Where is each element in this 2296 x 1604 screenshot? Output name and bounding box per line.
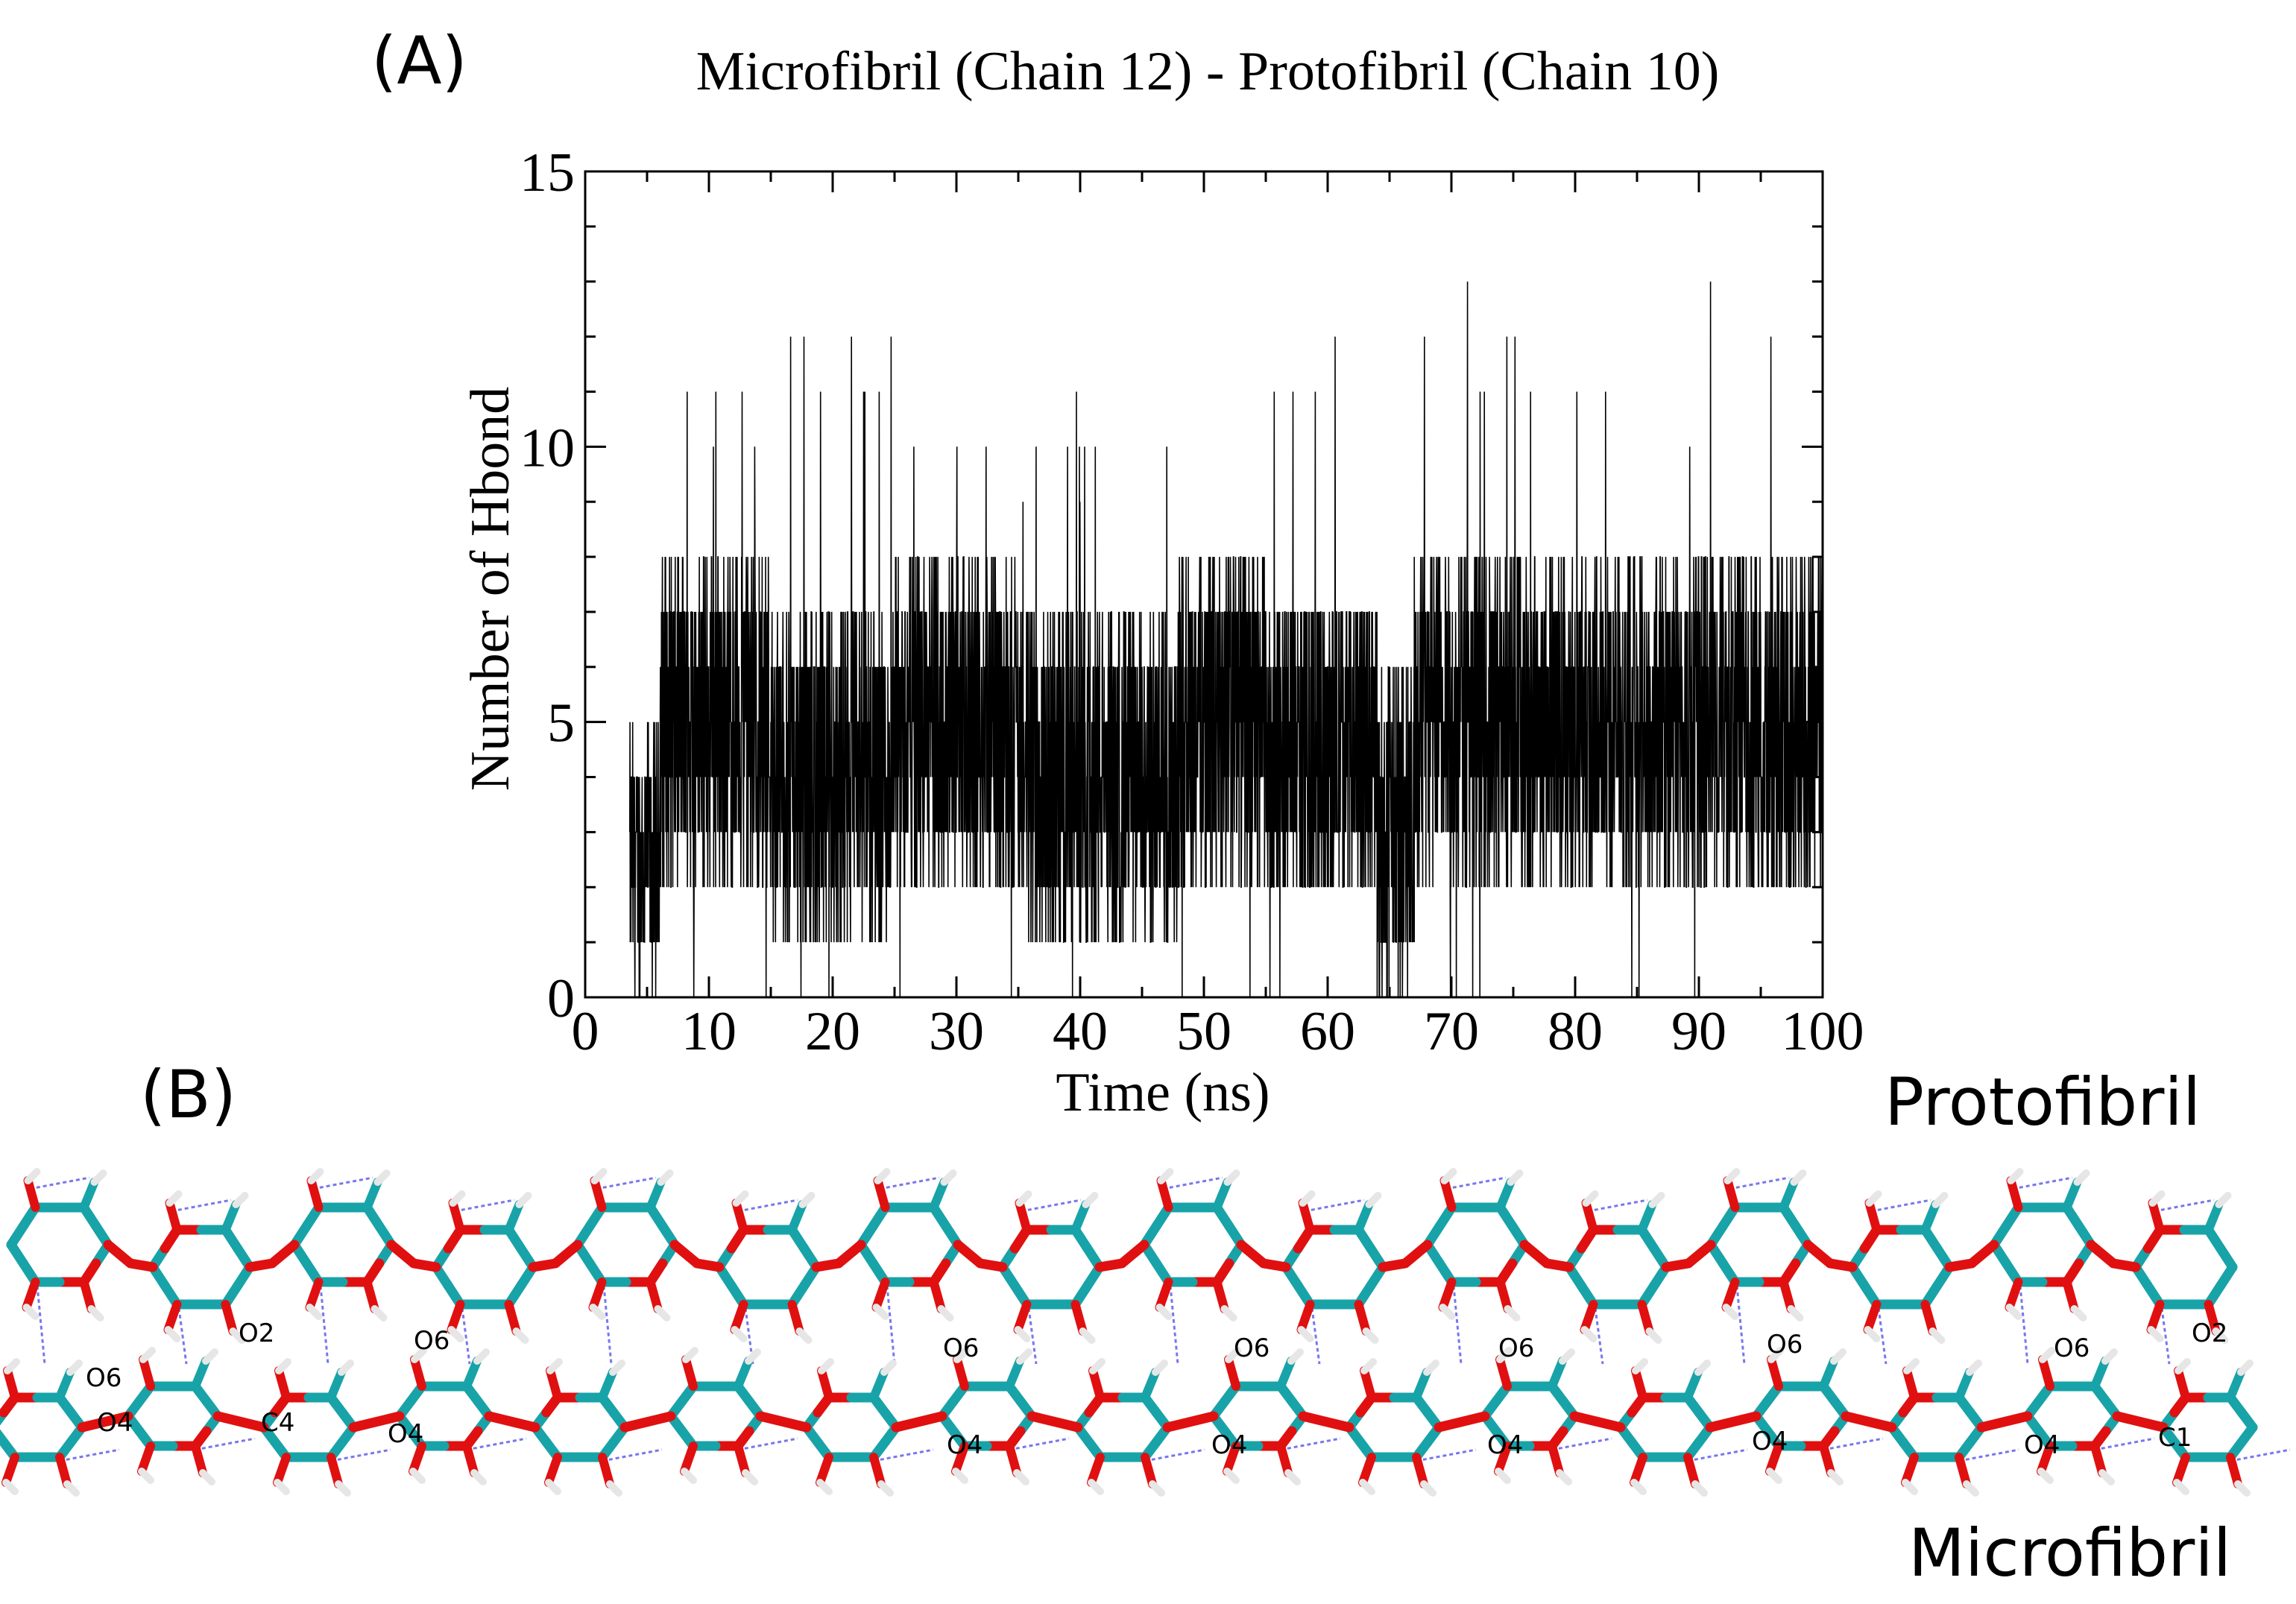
x-tick-label: 40 <box>1053 1001 1108 1062</box>
atom-label: O4 <box>947 1430 983 1460</box>
x-axis-label: Time (ns) <box>1056 1062 1270 1123</box>
x-tick-label: 30 <box>929 1001 984 1062</box>
atom-label: O6 <box>1498 1333 1534 1363</box>
x-tick-label: 0 <box>572 1001 599 1062</box>
atom-label: O6 <box>86 1363 122 1393</box>
protofibril-ring <box>1281 1190 1388 1344</box>
atom-label: O6 <box>1767 1330 1803 1360</box>
panel-a-label: (A) <box>371 22 467 99</box>
atom-label: O6 <box>1234 1333 1270 1363</box>
microfibril-ring <box>1208 1347 1308 1485</box>
hbond-chart: Microfibril (Chain 12) - Protofibril (Ch… <box>460 41 1864 1123</box>
protofibril-ring <box>856 1168 963 1322</box>
atom-label: O4 <box>97 1408 133 1438</box>
microfibril-ring <box>937 1347 1037 1485</box>
atom-label: O6 <box>2054 1333 2090 1363</box>
protofibril-ring <box>714 1190 821 1344</box>
atom-label: O4 <box>1487 1430 1523 1460</box>
atom-label: O4 <box>2024 1430 2060 1460</box>
microfibril-ring <box>259 1358 359 1497</box>
atom-labels: O6 O4 O2 C4 O6 O4 O6 O4 O6 O4 O6 O4 O6 O4 O6 O4 O2 C1 O6 O4 <box>86 1319 2227 1464</box>
microfibril-label: Microfibril <box>1908 1515 2232 1591</box>
x-tick-label: 100 <box>1782 1001 1864 1062</box>
x-tick-label: 50 <box>1176 1001 1231 1062</box>
microfibril-ring <box>1480 1347 1580 1485</box>
microfibril-ring <box>123 1347 223 1485</box>
y-tick-label: 15 <box>520 142 575 203</box>
microfibril-ring <box>801 1358 901 1497</box>
atom-label: O2 <box>2192 1319 2227 1348</box>
y-tick-label: 5 <box>547 693 575 754</box>
protofibril-ring <box>573 1168 680 1322</box>
cellulose-structure: O6 O4 O2 C4 O6 O4 O6 O4 O6 O4 O6 O4 O6 O4 O6 O4 O2 C1 O6 O4 <box>0 1168 2291 1497</box>
microfibril-ring <box>394 1347 494 1485</box>
microfibril-ring <box>1073 1358 1173 1497</box>
microfibril-ring <box>666 1347 766 1485</box>
x-axis: 0 10 20 30 40 50 60 70 80 90 100 <box>572 171 1864 1062</box>
series-line-0 <box>629 281 1823 998</box>
atom-label: O6 <box>2057 1337 2093 1367</box>
microfibril-ring <box>1751 1347 1851 1485</box>
protofibril-ring <box>148 1190 255 1344</box>
bond-sticks <box>0 1168 2258 1497</box>
x-tick-label: 90 <box>1671 1001 1726 1062</box>
y-axis-label: Number of Hbond <box>460 387 521 792</box>
y-axis: 0 5 10 15 <box>520 142 1823 1029</box>
panel-b-label: (B) <box>140 1056 237 1133</box>
protofibril-ring <box>997 1190 1105 1344</box>
microfibril-ring <box>530 1358 630 1497</box>
microfibril-ring <box>1615 1358 1715 1497</box>
y-tick-label: 10 <box>520 417 575 479</box>
protofibril-ring <box>289 1168 397 1322</box>
x-tick-label: 70 <box>1424 1001 1479 1062</box>
microfibril-ring <box>0 1358 87 1497</box>
atom-label: O4 <box>1752 1427 1788 1456</box>
x-tick-label: 80 <box>1548 1001 1603 1062</box>
atom-label: C1 <box>2158 1423 2192 1453</box>
microfibril-ring <box>1344 1358 1444 1497</box>
protofibril-ring <box>1847 1190 1955 1344</box>
protofibril-ring <box>1706 1168 1813 1322</box>
atom-label: O4 <box>388 1419 423 1449</box>
protofibril-ring <box>431 1190 538 1344</box>
atom-label: O4 <box>2028 1434 2063 1464</box>
microfibril-ring <box>1887 1358 1987 1497</box>
protofibril-ring <box>1139 1168 1246 1322</box>
x-tick-label: 10 <box>681 1001 737 1062</box>
atom-label: O2 <box>239 1319 274 1348</box>
plot-area <box>584 170 1824 999</box>
atom-label: C4 <box>261 1408 294 1438</box>
chart-title: Microfibril (Chain 12) - Protofibril (Ch… <box>696 41 1720 102</box>
protofibril-ring <box>6 1168 113 1322</box>
protofibril-label: Protofibril <box>1885 1064 2201 1140</box>
protofibril-ring <box>1564 1190 1671 1344</box>
atom-label: O6 <box>943 1333 979 1363</box>
x-tick-label: 20 <box>805 1001 860 1062</box>
protofibril-ring <box>1989 1168 2096 1322</box>
y-tick-label: 0 <box>547 968 575 1029</box>
atom-label: O6 <box>414 1326 450 1356</box>
x-tick-label: 60 <box>1300 1001 1355 1062</box>
protofibril-ring <box>1422 1168 1530 1322</box>
atom-label: O4 <box>1211 1430 1247 1460</box>
